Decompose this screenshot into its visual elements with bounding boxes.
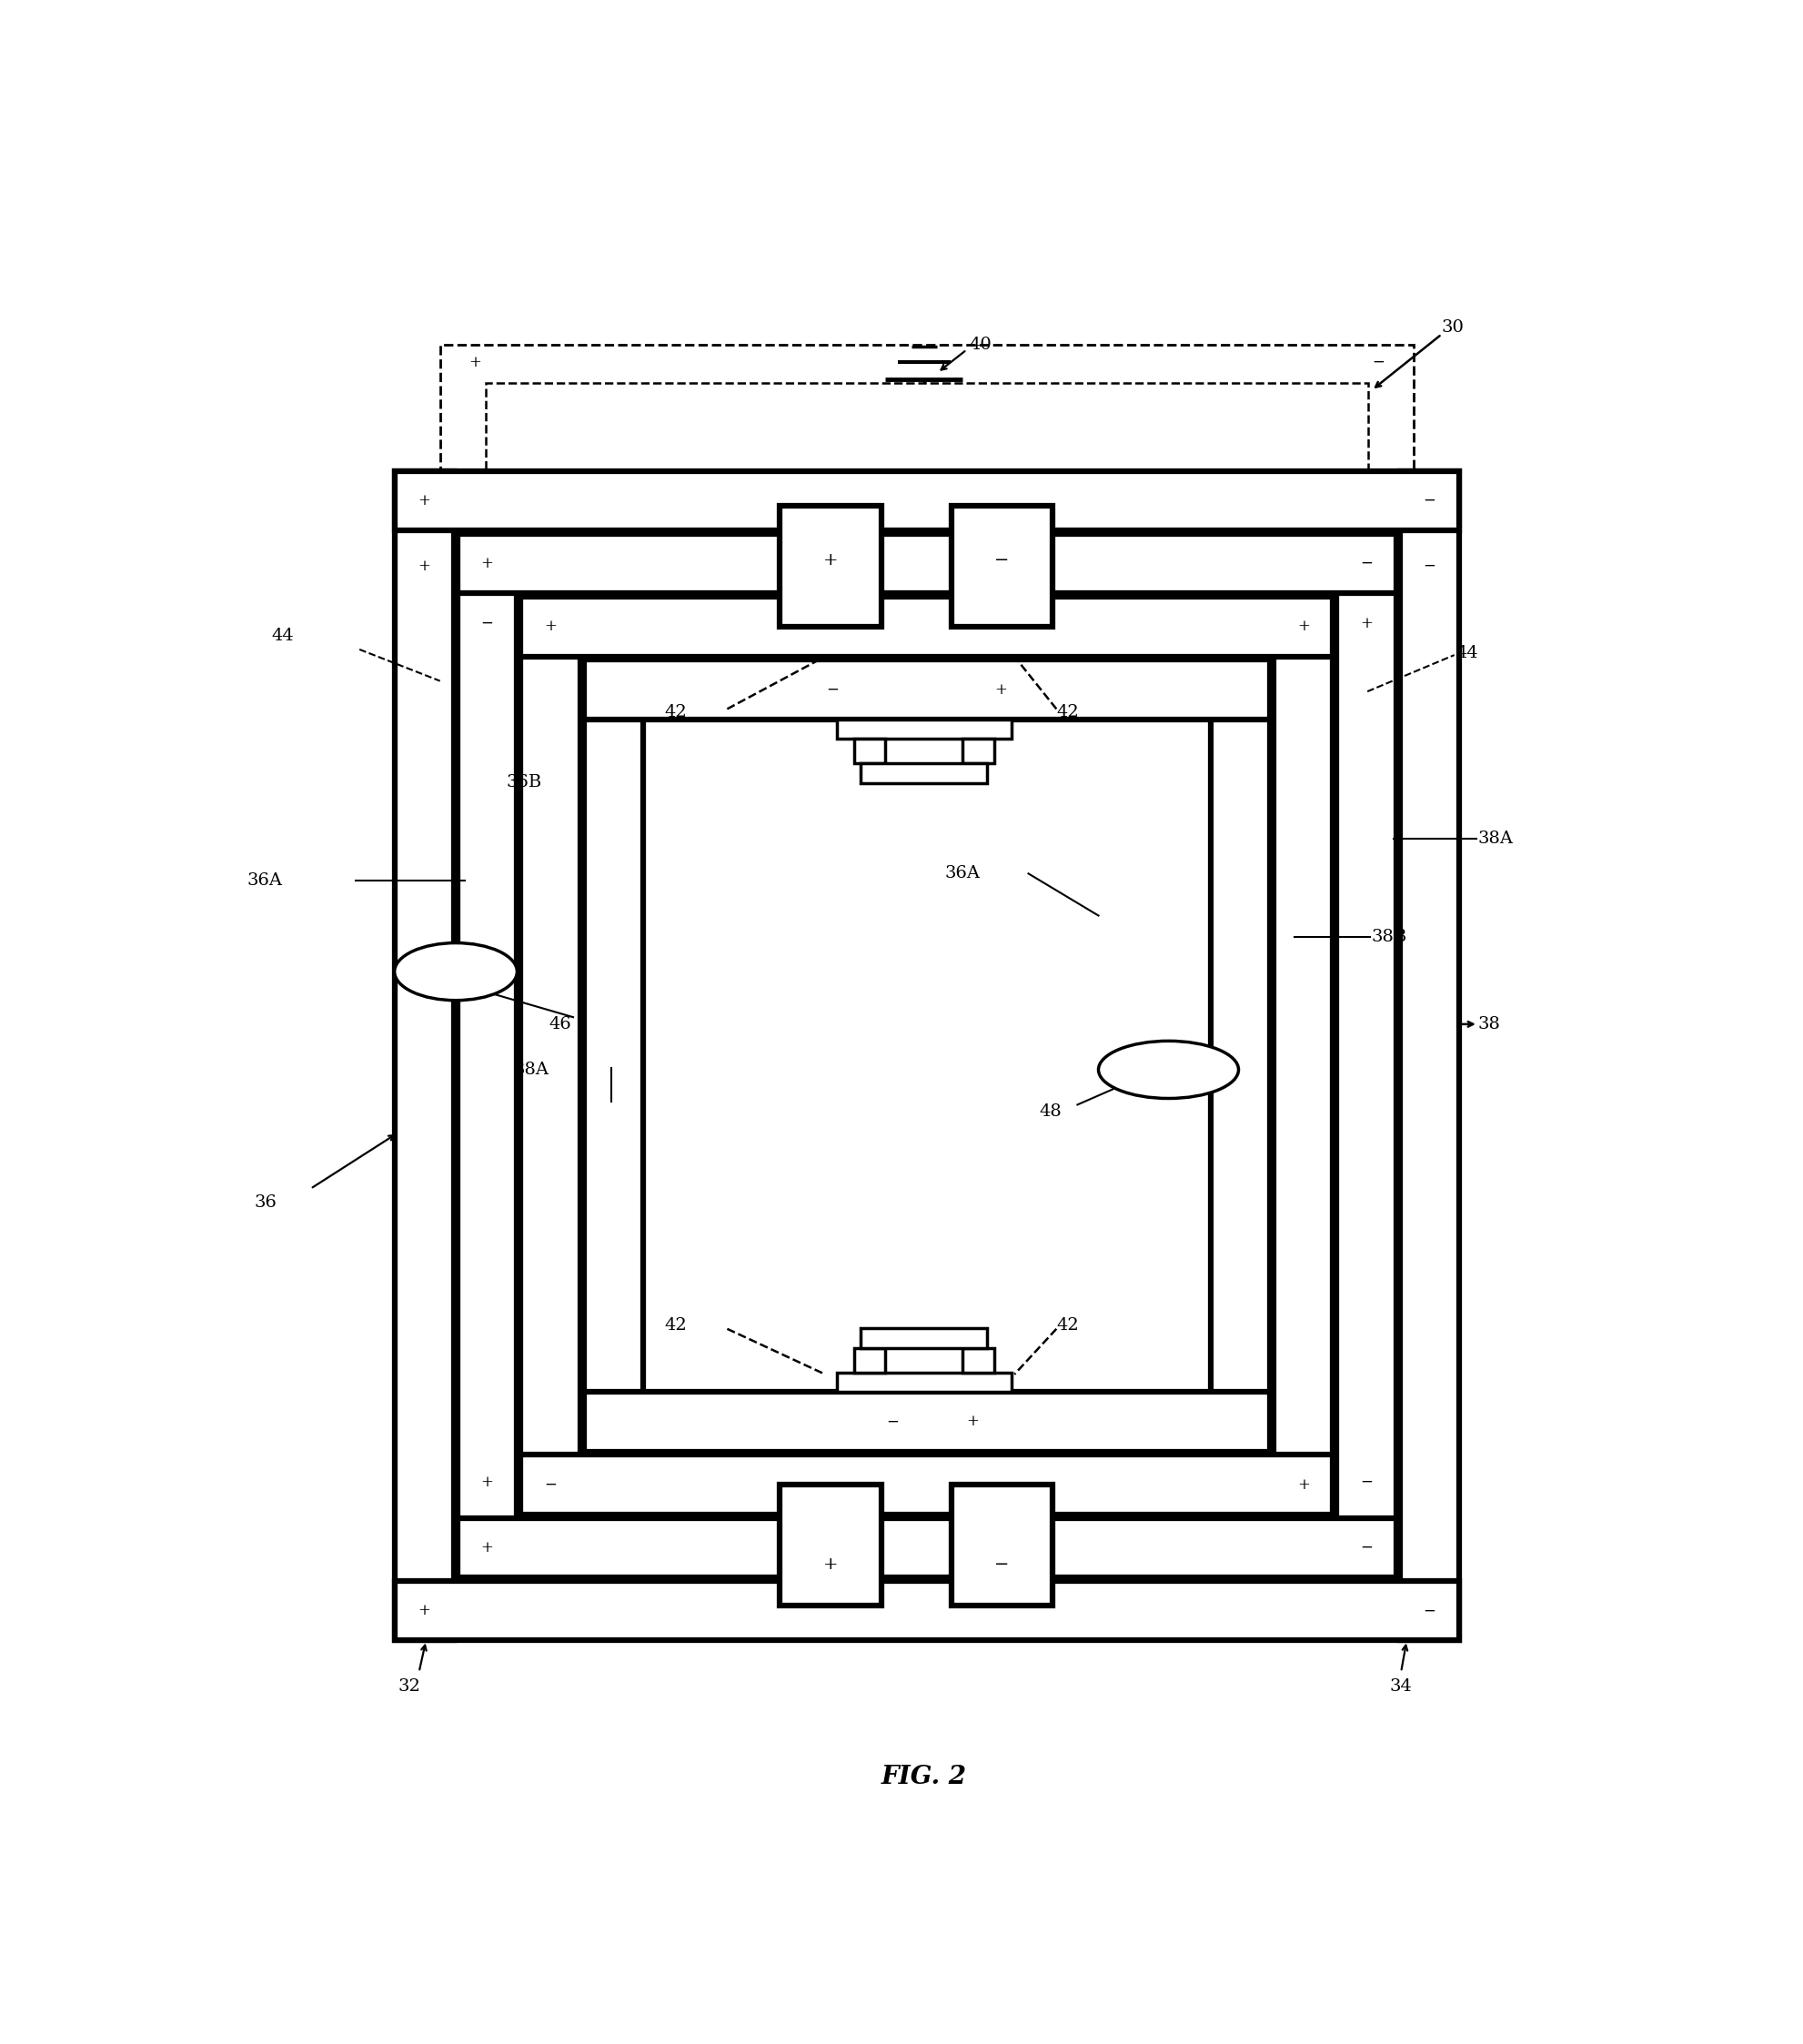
Text: −: −: [887, 1414, 900, 1429]
Text: +: +: [545, 619, 557, 634]
Bar: [395, 470, 1459, 529]
Text: +: +: [418, 493, 431, 509]
Text: FIG. 2: FIG. 2: [882, 1764, 966, 1788]
Text: 38A: 38A: [514, 1061, 550, 1077]
Text: 36: 36: [254, 1194, 278, 1210]
Text: −: −: [1359, 1474, 1372, 1490]
Text: 48: 48: [1039, 1104, 1062, 1120]
Text: +: +: [483, 963, 498, 979]
Text: −: −: [1372, 354, 1385, 370]
Text: +: +: [1296, 1478, 1309, 1492]
Bar: [952, 505, 1053, 628]
Text: −: −: [1359, 1539, 1372, 1555]
Text: 42: 42: [664, 705, 687, 722]
Text: +: +: [418, 558, 431, 574]
Text: 36A: 36A: [247, 873, 283, 889]
Text: +: +: [1296, 619, 1309, 634]
Bar: [521, 597, 1332, 656]
Bar: [458, 1519, 1396, 1578]
Bar: [1273, 597, 1332, 1515]
Text: 38B: 38B: [1372, 928, 1408, 944]
Bar: [862, 1329, 986, 1347]
Text: +: +: [469, 354, 481, 370]
Text: 42: 42: [1057, 705, 1078, 722]
Text: 36A: 36A: [945, 865, 979, 881]
Bar: [458, 533, 1396, 593]
Text: −: −: [995, 1555, 1010, 1572]
Text: +: +: [995, 683, 1008, 697]
Bar: [855, 1347, 885, 1372]
Bar: [521, 597, 581, 1515]
Bar: [440, 345, 1414, 527]
Bar: [963, 740, 993, 764]
Bar: [855, 740, 885, 764]
Bar: [1336, 533, 1396, 1578]
Text: −: −: [1359, 556, 1372, 572]
Text: −: −: [545, 1478, 557, 1492]
Bar: [837, 719, 1011, 740]
Text: +: +: [481, 556, 494, 572]
Text: 40: 40: [968, 337, 992, 354]
Text: +: +: [1123, 1061, 1138, 1077]
Text: +: +: [822, 1555, 838, 1572]
Bar: [584, 660, 1269, 719]
Bar: [952, 1484, 1053, 1605]
Bar: [779, 1484, 882, 1605]
Text: −: −: [1423, 558, 1435, 574]
Bar: [485, 384, 1368, 591]
Text: +: +: [966, 1414, 979, 1429]
Text: 32: 32: [398, 1678, 420, 1694]
Text: 42: 42: [1057, 1316, 1078, 1333]
Text: +: +: [415, 963, 427, 979]
Bar: [1210, 660, 1269, 1451]
Text: 44: 44: [272, 628, 294, 644]
Text: 46: 46: [548, 1016, 572, 1032]
Bar: [395, 1580, 1459, 1641]
Text: +: +: [1359, 615, 1372, 632]
Text: +: +: [822, 552, 838, 568]
Text: +: +: [481, 1474, 494, 1490]
Text: +: +: [418, 1602, 431, 1619]
Bar: [395, 470, 454, 1641]
Bar: [1399, 470, 1459, 1641]
Text: −: −: [1201, 1061, 1213, 1077]
Bar: [779, 505, 882, 628]
Bar: [584, 1392, 1269, 1451]
Text: 30: 30: [1442, 319, 1464, 335]
Text: 44: 44: [1455, 644, 1478, 660]
Text: 34: 34: [1388, 1678, 1412, 1694]
Text: 42: 42: [664, 1316, 687, 1333]
Ellipse shape: [1098, 1040, 1239, 1098]
Text: −: −: [481, 615, 494, 632]
Text: +: +: [481, 1539, 494, 1555]
Text: −: −: [1423, 1602, 1435, 1619]
Text: −: −: [1423, 493, 1435, 509]
Text: 38A: 38A: [1478, 830, 1513, 846]
Ellipse shape: [395, 942, 517, 1000]
Text: −: −: [995, 552, 1010, 568]
Bar: [458, 533, 517, 1578]
Bar: [862, 764, 986, 783]
Text: 38: 38: [1478, 1016, 1500, 1032]
Bar: [837, 1372, 1011, 1392]
Bar: [584, 660, 644, 1451]
Text: −: −: [826, 683, 838, 697]
Bar: [521, 1455, 1332, 1515]
Text: 36B: 36B: [507, 775, 543, 791]
Bar: [963, 1347, 993, 1372]
